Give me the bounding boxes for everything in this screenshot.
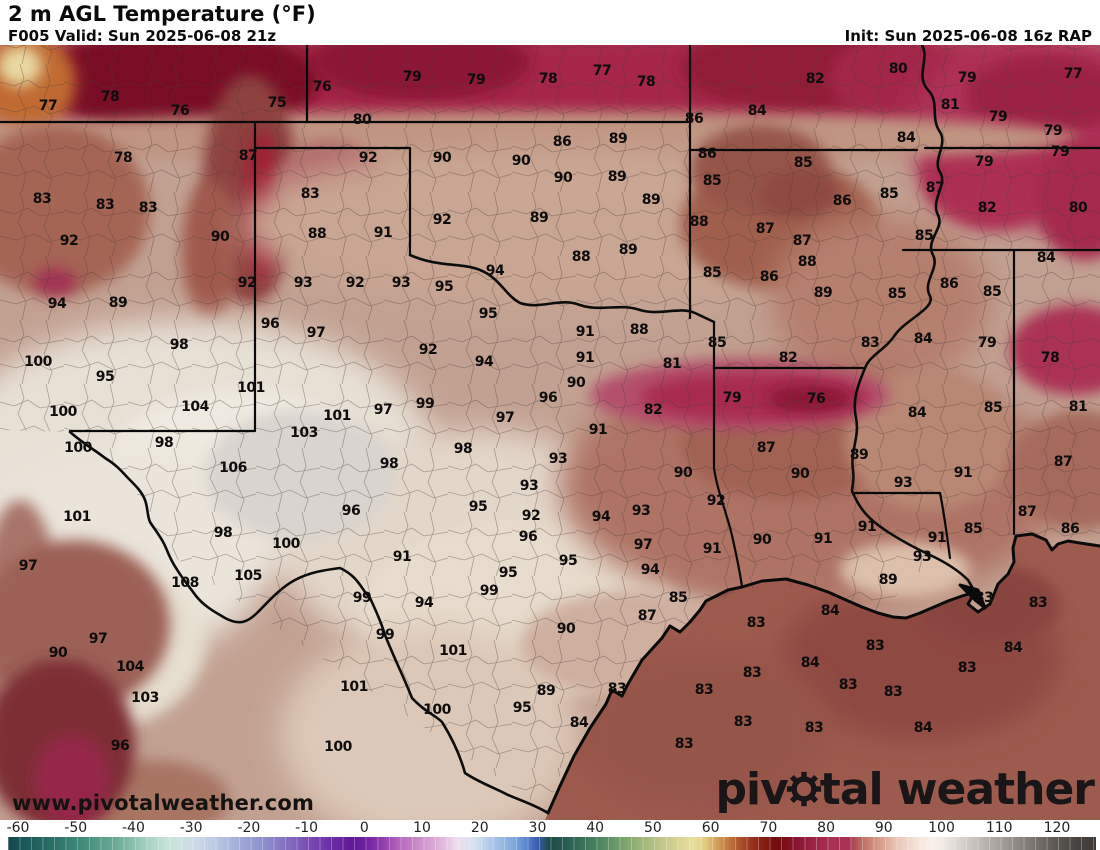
gear-icon	[786, 765, 821, 815]
map-header: 2 m AGL Temperature (°F) F005 Valid: Sun…	[0, 0, 1100, 45]
colorbar-tick-label: -60	[6, 820, 30, 836]
map-canvas[interactable]	[0, 45, 1100, 820]
colorbar-tick-label: 60	[701, 820, 720, 836]
colorbar-tick-label: 100	[928, 820, 955, 836]
page-title: 2 m AGL Temperature (°F)	[8, 2, 316, 26]
colorbar-tick-label: 30	[528, 820, 547, 836]
logo-text-right: tal weather	[819, 764, 1095, 815]
colorbar-tick-label: 80	[817, 820, 835, 836]
init-time-label: Init: Sun 2025-06-08 16z RAP	[844, 27, 1092, 45]
state-borders	[0, 45, 1100, 589]
colorbar-tick-label: -50	[64, 820, 88, 836]
colorbar-tick-label: 70	[759, 820, 778, 836]
colorbar-tick-label: -40	[122, 820, 145, 836]
colorbar-tick-label: 20	[470, 820, 489, 836]
watermark: www.pivotalweather.com	[12, 791, 315, 815]
temperature-field	[0, 45, 1100, 820]
gulf-of-mexico	[545, 534, 1100, 820]
pivotal-weather-logo: piv tal weather	[715, 764, 1095, 815]
logo-text-left: piv	[715, 764, 789, 815]
valid-time-label: F005 Valid: Sun 2025-06-08 21z	[8, 27, 277, 45]
colorbar-tick-label: 50	[643, 820, 662, 836]
colorbar-tick-label: 10	[413, 820, 431, 836]
colorbar-tick-label: 120	[1043, 820, 1071, 836]
colorbar-tick-label: 90	[874, 820, 893, 836]
colorbar-tick-label: 0	[359, 820, 369, 836]
rivers	[68, 45, 977, 815]
colorbar-tick-label: -20	[237, 820, 261, 836]
colorbar-gradient	[8, 837, 1096, 850]
colorbar: -60 -50 -40 -30 -20 -10 0 10 20 30 40 50 60 70 80 90 100…	[0, 820, 1100, 850]
colorbar-tick-label: 110	[985, 820, 1013, 836]
coastline	[546, 532, 1100, 815]
colorbar-tick-label: 40	[586, 820, 605, 836]
colorbar-tick-label: -10	[295, 820, 319, 836]
colorbar-tick-label: -30	[179, 820, 203, 836]
